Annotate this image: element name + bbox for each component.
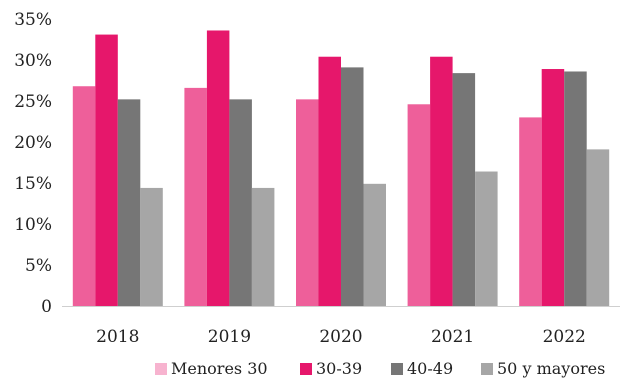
y-tick-label: 10% bbox=[14, 215, 52, 235]
bar-2022-series-3 bbox=[586, 149, 610, 306]
bar-2019-series-3 bbox=[251, 187, 275, 306]
x-tick-label: 2018 bbox=[96, 327, 139, 347]
y-tick-label: 0 bbox=[41, 297, 52, 317]
bar-2021-series-2 bbox=[452, 73, 476, 307]
bar-2021-series-0 bbox=[407, 104, 431, 306]
y-tick-label: 15% bbox=[14, 174, 52, 194]
bar-2022-series-1 bbox=[541, 69, 565, 307]
x-axis: 2018 2019 2020 2021 2022 bbox=[96, 327, 586, 347]
legend-swatch bbox=[155, 363, 167, 375]
bar-2020-series-3 bbox=[363, 183, 386, 306]
y-tick-label: 5% bbox=[25, 256, 52, 276]
bar-2019-series-2 bbox=[229, 99, 252, 306]
bar-2018-series-2 bbox=[117, 99, 141, 306]
x-tick-label: 2022 bbox=[543, 327, 586, 347]
legend-swatch bbox=[300, 363, 312, 375]
bar-2021-series-3 bbox=[475, 171, 498, 306]
y-tick-label: 35% bbox=[14, 10, 52, 30]
y-tick-label: 30% bbox=[14, 51, 52, 71]
bar-2022-series-0 bbox=[519, 117, 542, 307]
legend-swatch bbox=[391, 363, 403, 375]
bar-2018-series-1 bbox=[95, 34, 118, 306]
bar-2022-series-2 bbox=[564, 71, 587, 306]
y-tick-label: 25% bbox=[14, 92, 52, 112]
bar-2020-series-0 bbox=[296, 99, 319, 306]
bar-2018-series-0 bbox=[72, 86, 96, 307]
legend-label: 30-39 bbox=[316, 359, 362, 378]
bar-2019-series-1 bbox=[206, 30, 230, 306]
y-tick-label: 20% bbox=[14, 133, 52, 153]
bar-2020-series-1 bbox=[318, 56, 341, 306]
legend-label: Menores 30 bbox=[171, 359, 268, 378]
y-axis: 0 5% 10% 15% 20% 25% 30% 35% bbox=[14, 10, 52, 317]
bar-2021-series-1 bbox=[430, 56, 453, 306]
legend-label: 50 y mayores bbox=[497, 359, 605, 378]
legend-swatch bbox=[481, 363, 493, 375]
bar-2018-series-3 bbox=[140, 187, 163, 306]
x-tick-label: 2020 bbox=[319, 327, 362, 347]
x-tick-label: 2021 bbox=[431, 327, 474, 347]
bars bbox=[72, 30, 610, 307]
bar-2020-series-2 bbox=[341, 67, 364, 306]
bar-2019-series-0 bbox=[184, 87, 207, 306]
x-tick-label: 2019 bbox=[208, 327, 251, 347]
legend-label: 40-49 bbox=[407, 359, 453, 378]
legend: Menores 30 30-39 40-49 50 y mayores bbox=[155, 359, 605, 378]
